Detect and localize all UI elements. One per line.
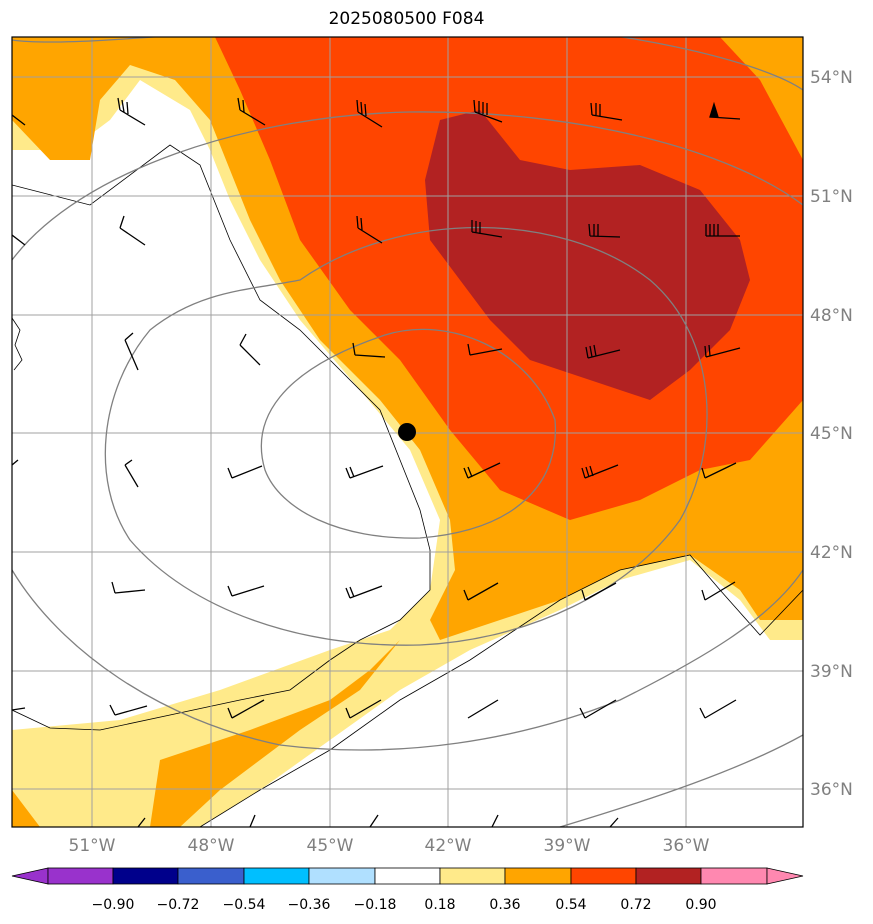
wind-barb	[609, 817, 619, 827]
wind-barb	[352, 342, 386, 358]
colorbar-segment	[374, 867, 441, 885]
lat-label: 45°N	[810, 424, 853, 444]
map-title: 2025080500 F084	[328, 9, 485, 29]
lat-label: 39°N	[810, 662, 853, 682]
wind-barb	[237, 97, 266, 126]
colorbar-tick-label: −0.36	[288, 897, 331, 913]
wind-barb	[12, 234, 26, 246]
wind-barb	[704, 344, 741, 358]
wind-barb	[473, 99, 503, 123]
colorbar-segment	[243, 867, 310, 885]
colorbar-tick-label: −0.54	[223, 897, 266, 913]
wind-barb	[124, 332, 139, 371]
colorbar-tick-label: 0.54	[555, 897, 586, 913]
colorbar-segment	[47, 867, 114, 885]
coastline	[12, 144, 431, 731]
lon-labels: 51°W 48°W 45°W 42°W 39°W 36°W	[69, 836, 710, 856]
lat-label: 36°N	[810, 780, 853, 800]
lon-label: 42°W	[425, 836, 472, 856]
wind-barb	[356, 215, 383, 244]
graticule	[12, 37, 803, 827]
map-area	[12, 37, 803, 827]
wind-barb	[588, 223, 621, 238]
colorbar-segment	[504, 867, 572, 885]
wind-barb-flag	[709, 101, 719, 118]
wind-barb	[12, 707, 26, 711]
wind-barb	[590, 102, 623, 121]
wind-barb	[12, 114, 26, 126]
wind-barb	[699, 699, 737, 719]
wind-barb	[119, 215, 146, 246]
wind-barb	[239, 333, 261, 366]
colorbar-segment	[570, 867, 637, 885]
colorbar-segment	[439, 867, 506, 885]
wind-barb	[581, 464, 619, 479]
wind-barbs	[12, 97, 741, 827]
lon-label: 45°W	[307, 836, 354, 856]
wind-barb	[491, 814, 499, 827]
wind-barb	[111, 581, 146, 594]
wind-barb	[356, 99, 383, 128]
colorbar-segment	[635, 867, 702, 885]
colorbar-tick-label: 0.72	[620, 897, 651, 913]
wind-barb	[227, 585, 265, 597]
wind-barb	[345, 699, 382, 719]
map-frame	[11, 36, 804, 828]
lon-label: 48°W	[188, 836, 235, 856]
wind-barb	[581, 582, 617, 601]
range-rings	[12, 37, 803, 827]
wind-barb	[117, 97, 146, 126]
colorbar	[11, 867, 804, 885]
fill-orange-southwest	[12, 640, 400, 827]
colorbar-segment	[700, 867, 768, 885]
wind-barb	[471, 220, 503, 238]
wind-barb	[585, 344, 621, 359]
lon-label: 39°W	[544, 836, 591, 856]
wind-barb	[579, 699, 617, 719]
fill-dark-red	[425, 110, 750, 400]
lat-label: 51°N	[810, 187, 853, 207]
wind-barb	[369, 814, 379, 827]
colorbar-tick-label: 0.18	[424, 897, 455, 913]
wind-barb	[701, 581, 736, 601]
lat-labels: 54°N 51°N 48°N 45°N 42°N 39°N 36°N	[810, 68, 853, 800]
colorbar-tick-label: 0.36	[489, 897, 520, 913]
wind-barb	[227, 699, 265, 719]
wind-barb	[227, 465, 263, 479]
wind-barb	[463, 462, 501, 479]
wind-barb	[701, 462, 737, 479]
wind-barb	[463, 582, 499, 601]
wind-barb	[12, 459, 19, 466]
colorbar-segment	[177, 867, 245, 885]
wind-barb	[249, 814, 256, 827]
colorbar-tick-label: −0.18	[354, 897, 397, 913]
lon-label: 51°W	[69, 836, 116, 856]
wind-barb	[705, 224, 740, 237]
lat-label: 54°N	[810, 68, 853, 88]
colorbar-tick-label: −0.90	[92, 897, 135, 913]
colorbar-tick-label: −0.72	[157, 897, 200, 913]
colorbar-segment	[112, 867, 179, 885]
colorbar-tick-label: 0.90	[685, 897, 716, 913]
lon-label: 36°W	[663, 836, 710, 856]
colorbar-segment	[11, 867, 49, 885]
wind-barb	[345, 465, 384, 479]
lat-label: 48°N	[810, 306, 853, 326]
wind-barb	[124, 459, 139, 488]
colorbar-segment	[308, 867, 376, 885]
wind-barb	[467, 343, 503, 356]
wind-barb	[109, 704, 148, 716]
wind-barb	[345, 585, 383, 599]
colorbar-segment	[766, 867, 804, 885]
colorbar-ticks: −0.90 −0.72 −0.54 −0.36 −0.18 0.18 0.36 …	[92, 897, 717, 913]
coastline-south	[199, 554, 803, 827]
wind-barb	[137, 817, 146, 827]
wind-barb	[467, 699, 499, 719]
lat-label: 42°N	[810, 543, 853, 563]
coastline-west	[12, 317, 23, 371]
center-marker	[398, 423, 416, 441]
